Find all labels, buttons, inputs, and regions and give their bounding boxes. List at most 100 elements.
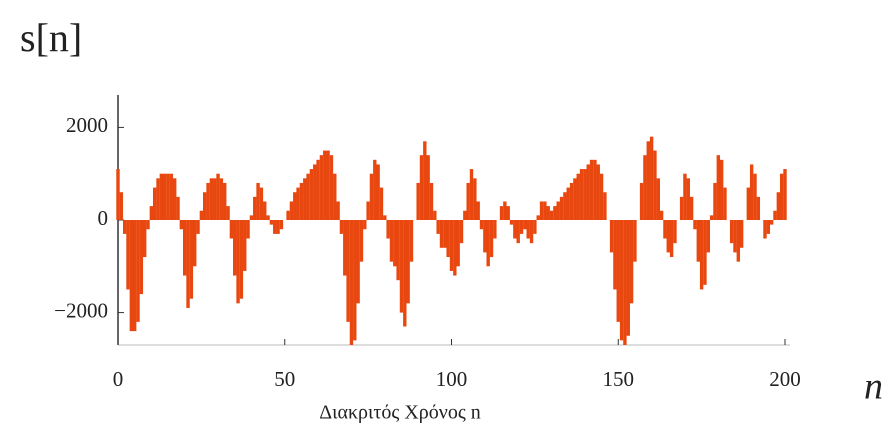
stem: [543, 201, 547, 220]
stem: [586, 164, 590, 220]
stem: [172, 178, 177, 220]
x-tick-label: 50: [274, 367, 295, 391]
stem: [766, 220, 771, 234]
stem: [313, 164, 317, 220]
stem: [639, 182, 644, 220]
stem: [196, 220, 200, 234]
stem: [659, 210, 664, 220]
stem: [576, 173, 580, 220]
stem: [493, 220, 497, 239]
stem: [583, 169, 587, 220]
stem: [733, 220, 737, 253]
stem: [679, 196, 684, 220]
stem: [633, 220, 637, 262]
stem: [693, 220, 697, 230]
stem: [199, 210, 204, 220]
stem: [669, 220, 674, 258]
stem: [336, 201, 340, 220]
stem: [763, 220, 767, 239]
stem: [359, 220, 364, 262]
x-axis-label: Διακριτός Χρόνος n: [319, 402, 481, 424]
stem: [239, 220, 244, 299]
stem: [739, 220, 744, 248]
stem: [223, 182, 227, 220]
stem: [616, 220, 620, 322]
stem: [236, 220, 240, 304]
stem: [363, 220, 367, 230]
stem: [243, 220, 247, 271]
stem: [389, 220, 394, 262]
stem: [449, 220, 454, 271]
stem: [376, 164, 380, 220]
stem: [356, 220, 360, 304]
stem: [226, 206, 230, 220]
stem: [656, 178, 660, 220]
stem: [156, 178, 160, 220]
stem: [383, 215, 387, 220]
stem: [406, 220, 410, 304]
stem: [386, 220, 390, 239]
stem: [433, 210, 437, 220]
stem: [593, 159, 597, 220]
stem: [142, 220, 147, 258]
stem: [246, 220, 250, 239]
stem: [229, 220, 234, 239]
stem: [186, 220, 190, 308]
stem: [749, 164, 754, 220]
stem: [523, 220, 527, 230]
stem: [366, 201, 370, 220]
stem: [456, 220, 460, 267]
stem: [463, 210, 467, 220]
stem: [489, 220, 494, 258]
stem: [509, 220, 514, 225]
stem: [643, 155, 647, 220]
stem: [353, 220, 357, 341]
stem: [756, 196, 761, 220]
stem: [203, 192, 207, 220]
stem: [439, 220, 444, 248]
stem: [152, 187, 157, 220]
stem: [269, 220, 274, 225]
stem: [753, 173, 757, 220]
stem: [349, 220, 354, 345]
stem: [323, 150, 327, 220]
stem: [416, 182, 420, 220]
stem: [626, 220, 630, 336]
stem: [116, 169, 120, 220]
stem: [773, 210, 777, 220]
stem: [326, 150, 330, 220]
stem: [619, 220, 624, 341]
stem: [696, 220, 700, 262]
stem: [249, 215, 254, 220]
x-tick-label: 0: [113, 367, 124, 391]
stem: [146, 220, 150, 230]
stem: [213, 178, 217, 220]
stem: [346, 220, 350, 322]
stem: [443, 220, 447, 248]
stem: [193, 220, 197, 267]
stem: [162, 173, 167, 220]
stem: [393, 220, 397, 267]
stem: [189, 220, 194, 299]
stem: [333, 173, 337, 220]
stem: [536, 215, 540, 220]
stem: [253, 196, 257, 220]
stem: [419, 155, 424, 220]
stem: [596, 164, 600, 220]
y-tick-label: 2000: [66, 113, 108, 137]
stem: [603, 192, 607, 220]
stem: [369, 173, 374, 220]
stem: [573, 178, 577, 220]
stem: [343, 220, 347, 276]
stem: [183, 220, 187, 276]
stem: [783, 169, 787, 220]
stem: [403, 220, 407, 327]
stem: [539, 201, 544, 220]
stem: [309, 169, 314, 220]
stem: [566, 187, 570, 220]
stem: [779, 173, 784, 220]
stem: [209, 178, 214, 220]
stem: [286, 210, 290, 220]
stem: [513, 220, 517, 239]
stem: [129, 220, 134, 332]
